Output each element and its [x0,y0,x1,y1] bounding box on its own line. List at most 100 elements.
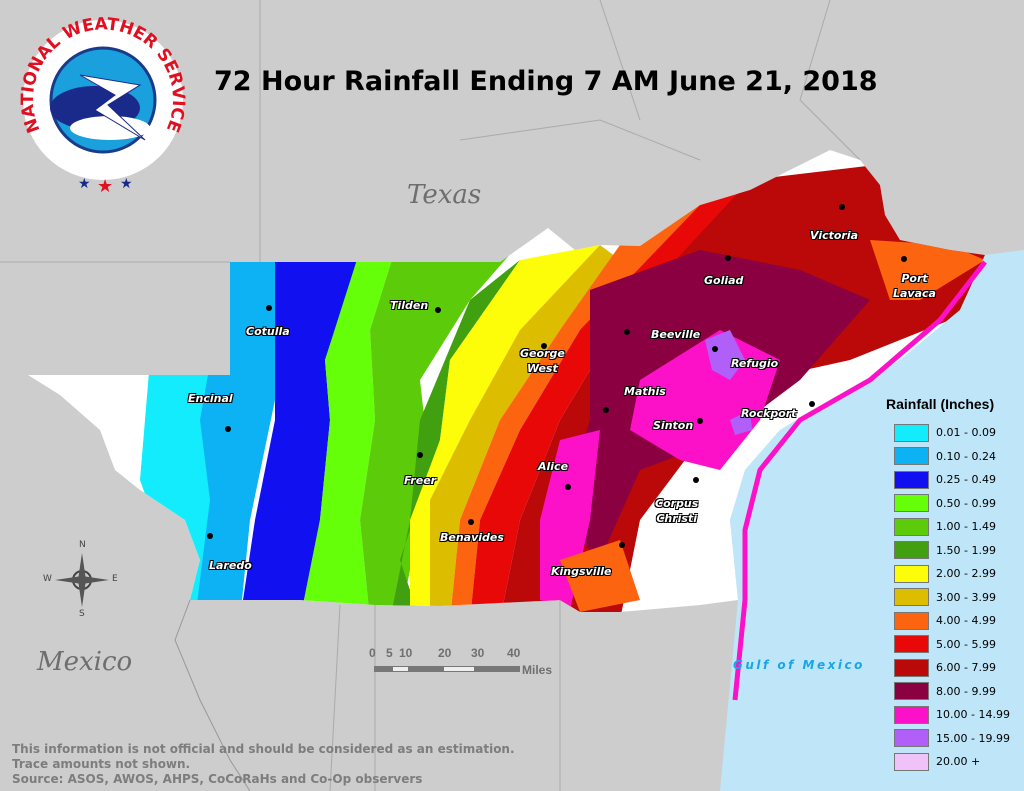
legend-label: 1.50 - 1.99 [936,543,996,557]
texas-label: Texas [407,180,482,210]
city-dot [624,329,630,335]
legend-swatch [894,541,929,560]
city-label: Benavides [440,531,504,544]
legend-item: 0.25 - 0.49 [886,468,1010,492]
disclaimer-line: Trace amounts not shown. [12,757,191,771]
city-dot [468,519,474,525]
legend-swatch [894,588,929,607]
legend-label: 4.00 - 4.99 [936,614,996,628]
legend-item: 4.00 - 4.99 [886,609,1010,633]
scale-tick: 20 [438,646,452,660]
disclaimer-line: This information is not official and sho… [12,742,515,756]
city-label: Kingsville [551,565,612,578]
scale-tick: 0 [369,646,376,660]
city-label: Rockport [741,407,797,420]
nws-logo: NATIONAL WEATHER SERVICE ★ ★ ★ [18,14,189,197]
legend-label: 0.10 - 0.24 [936,449,996,463]
city-dot [435,307,441,313]
legend-swatch [894,635,929,654]
city-dot [541,343,547,349]
city-dot [619,542,625,548]
legend-item: 1.50 - 1.99 [886,539,1010,563]
legend-item: 0.10 - 0.24 [886,445,1010,469]
city-dot [266,305,272,311]
legend-label: 6.00 - 7.99 [936,661,996,675]
legend-swatch [894,564,929,583]
disclaimer: This information is not official and sho… [12,742,515,787]
city-dot [417,452,423,458]
legend-swatch [894,611,929,630]
legend-item: 10.00 - 14.99 [886,703,1010,727]
city-label: Mathis [624,385,666,398]
map-title: 72 Hour Rainfall Ending 7 AM June 21, 20… [214,66,878,97]
city-label: George West [520,347,565,375]
legend-swatch [894,494,929,513]
compass-w: W [43,574,52,584]
scale-unit: Miles [522,663,553,677]
city-label: Corpus Christi [655,497,699,525]
city-dot [725,255,731,261]
city-dot [697,418,703,424]
city-label: Laredo [209,559,252,572]
legend-swatch [894,447,929,466]
city-label: Cotulla [246,325,290,338]
city-dot [809,401,815,407]
gulf-label: Gulf of Mexico [733,658,865,672]
disclaimer-line: Source: ASOS, AWOS, AHPS, CoCoRaHs and C… [12,772,423,786]
legend-label: 20.00 + [936,755,981,769]
svg-text:★: ★ [97,176,113,197]
city-dot [225,426,231,432]
city-label: Freer [404,474,437,487]
city-label: Encinal [188,392,233,405]
legend-item: 1.00 - 1.49 [886,515,1010,539]
city-dot [207,533,213,539]
scale-tick: 40 [507,646,521,660]
compass-n: N [79,540,86,550]
legend-title: Rainfall (Inches) [886,396,995,412]
city-dot [603,407,609,413]
legend-swatch [894,517,929,536]
scale-tick: 10 [399,646,413,660]
city-label: Port Lavaca [893,272,936,300]
legend-item: 3.00 - 3.99 [886,586,1010,610]
legend-item: 0.50 - 0.99 [886,492,1010,516]
city-dot [712,346,718,352]
gulf-water [720,250,1024,791]
legend-label: 2.00 - 2.99 [936,567,996,581]
city-label: Goliad [704,274,744,287]
rio-grande [174,599,251,791]
svg-text:★: ★ [120,176,133,192]
legend-swatch [894,705,929,724]
legend-label: 0.50 - 0.99 [936,496,996,510]
legend-label: 0.25 - 0.49 [936,473,996,487]
legend-swatch [894,682,929,701]
city-label: Beeville [651,328,701,341]
city-dot [693,477,699,483]
city-dot [565,484,571,490]
scale-bar [374,666,520,672]
legend-label: 0.01 - 0.09 [936,426,996,440]
city-label: Refugio [731,357,779,370]
city-label: Tilden [390,299,429,312]
county-borders [0,0,861,791]
scale-tick: 5 [386,646,393,660]
legend-label: 5.00 - 5.99 [936,637,996,651]
city-dot [839,204,845,210]
legend-label: 15.00 - 19.99 [936,731,1010,745]
city-label: Sinton [653,419,694,432]
legend-swatch [894,470,929,489]
compass-s: S [79,609,85,619]
legend-item: 2.00 - 2.99 [886,562,1010,586]
legend-item: 8.00 - 9.99 [886,680,1010,704]
legend-swatch [894,752,929,771]
city-label: Alice [538,460,569,473]
legend-item: 15.00 - 19.99 [886,727,1010,751]
legend-swatch [894,423,929,442]
legend: Rainfall (Inches) 0.01 - 0.09 0.10 - 0.24… [886,396,1010,774]
compass-rose [55,553,109,607]
legend-label: 3.00 - 3.99 [936,590,996,604]
legend-label: 10.00 - 14.99 [936,708,1010,722]
barrier-island [732,260,987,701]
legend-item: 6.00 - 7.99 [886,656,1010,680]
